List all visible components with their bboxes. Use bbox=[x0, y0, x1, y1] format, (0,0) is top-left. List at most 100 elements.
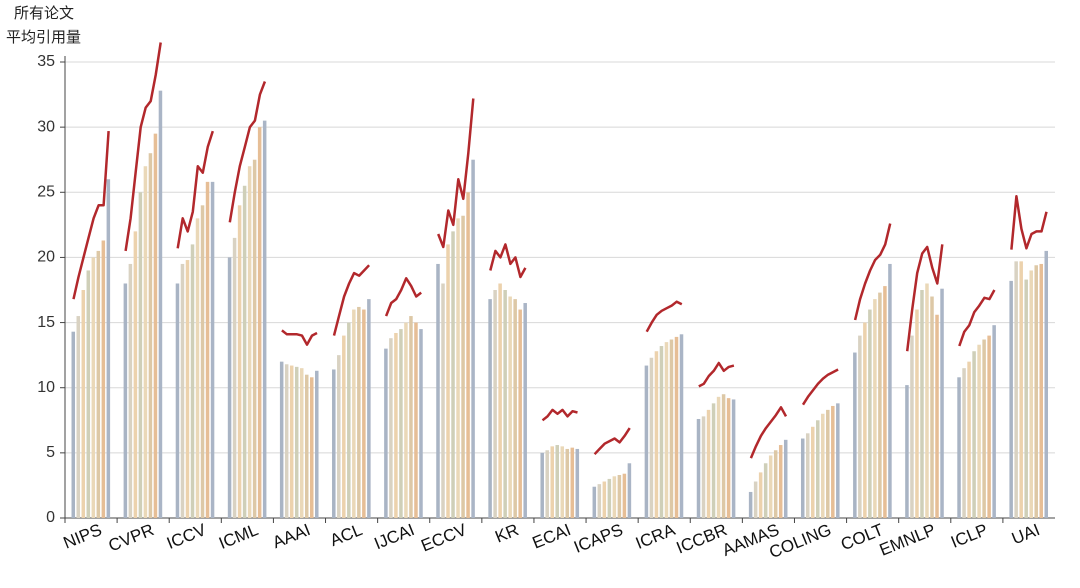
bar bbox=[158, 90, 163, 519]
bar bbox=[649, 357, 654, 518]
bar bbox=[148, 153, 153, 518]
bar bbox=[758, 472, 763, 518]
bar bbox=[1009, 280, 1013, 518]
bar bbox=[883, 286, 887, 518]
bar bbox=[262, 120, 267, 518]
bar bbox=[310, 377, 314, 518]
bar bbox=[711, 403, 716, 518]
y-tick-label: 30 bbox=[37, 118, 55, 135]
trend-line bbox=[645, 300, 683, 333]
trend-line bbox=[437, 98, 475, 249]
bar bbox=[106, 179, 111, 518]
bar bbox=[513, 299, 517, 518]
bar bbox=[86, 270, 91, 518]
bar bbox=[768, 455, 773, 518]
bar bbox=[384, 348, 388, 518]
bar bbox=[957, 377, 961, 518]
bar bbox=[1019, 261, 1023, 518]
y-tick-label: 35 bbox=[37, 53, 55, 70]
bar bbox=[399, 329, 403, 518]
y-axis-label: 所有论文 bbox=[14, 5, 74, 22]
x-tick-label: EMNLP bbox=[877, 520, 938, 560]
bar bbox=[389, 338, 393, 518]
bar bbox=[575, 448, 580, 518]
bar bbox=[763, 463, 768, 518]
bar bbox=[242, 185, 247, 518]
bar bbox=[227, 257, 232, 518]
bar bbox=[299, 368, 304, 518]
bar bbox=[508, 296, 512, 518]
bar bbox=[180, 263, 185, 518]
bar bbox=[570, 447, 575, 518]
bar bbox=[816, 420, 820, 518]
bar bbox=[488, 299, 492, 518]
bar bbox=[1024, 279, 1028, 518]
bar bbox=[873, 299, 877, 518]
bar bbox=[826, 409, 830, 518]
trend-line bbox=[281, 329, 318, 346]
x-tick-label: UAI bbox=[1009, 520, 1042, 548]
bar bbox=[252, 159, 257, 518]
bar bbox=[138, 192, 143, 519]
trend-line bbox=[801, 368, 839, 406]
bar bbox=[96, 250, 101, 518]
bar bbox=[925, 283, 929, 518]
bar bbox=[992, 325, 996, 518]
bar bbox=[91, 257, 96, 518]
x-tick-label: AAAI bbox=[270, 520, 313, 552]
bar bbox=[498, 283, 502, 518]
bar bbox=[419, 329, 423, 518]
bar bbox=[858, 335, 862, 518]
y-tick-label: 5 bbox=[46, 444, 55, 461]
bar bbox=[523, 303, 527, 518]
bar bbox=[800, 438, 805, 518]
bar bbox=[853, 352, 857, 518]
x-tick-label: ICCBR bbox=[674, 520, 730, 557]
bar bbox=[71, 331, 76, 518]
bar bbox=[337, 355, 341, 518]
trend-line bbox=[593, 427, 631, 456]
bar bbox=[545, 450, 549, 518]
bar bbox=[805, 433, 810, 518]
bar bbox=[205, 181, 210, 518]
y-tick-label: 0 bbox=[46, 509, 55, 526]
bar bbox=[367, 299, 371, 518]
bar bbox=[783, 439, 788, 518]
bar bbox=[518, 309, 522, 518]
bar bbox=[342, 335, 346, 518]
bar bbox=[461, 215, 465, 519]
bar bbox=[726, 398, 731, 518]
x-tick-label: NIPS bbox=[61, 520, 105, 552]
bar bbox=[597, 484, 602, 518]
trend-line bbox=[905, 244, 944, 352]
bar bbox=[910, 335, 914, 518]
trend-line bbox=[749, 406, 788, 459]
trend-line bbox=[228, 81, 267, 223]
bar bbox=[175, 283, 180, 518]
bar bbox=[436, 263, 440, 518]
bar bbox=[451, 231, 455, 518]
bar bbox=[284, 364, 289, 518]
bar bbox=[920, 290, 924, 518]
bar bbox=[1014, 261, 1018, 518]
bar bbox=[81, 290, 86, 518]
bar bbox=[394, 332, 398, 518]
bar bbox=[289, 365, 294, 518]
bar bbox=[878, 292, 882, 518]
bar bbox=[195, 218, 200, 519]
bar bbox=[153, 133, 158, 518]
bar bbox=[654, 351, 659, 518]
trend-line bbox=[958, 289, 996, 347]
bar bbox=[940, 288, 944, 518]
bar bbox=[888, 263, 892, 518]
bar bbox=[143, 166, 148, 518]
trend-line bbox=[541, 408, 578, 422]
bar bbox=[664, 342, 669, 518]
bar bbox=[1034, 265, 1038, 518]
bar bbox=[935, 314, 939, 518]
trend-line bbox=[72, 131, 110, 300]
x-tick-label: ICRA bbox=[633, 520, 678, 553]
bar bbox=[622, 473, 627, 518]
bar bbox=[612, 476, 617, 518]
y-axis-label: 平均引用量 bbox=[6, 29, 81, 46]
